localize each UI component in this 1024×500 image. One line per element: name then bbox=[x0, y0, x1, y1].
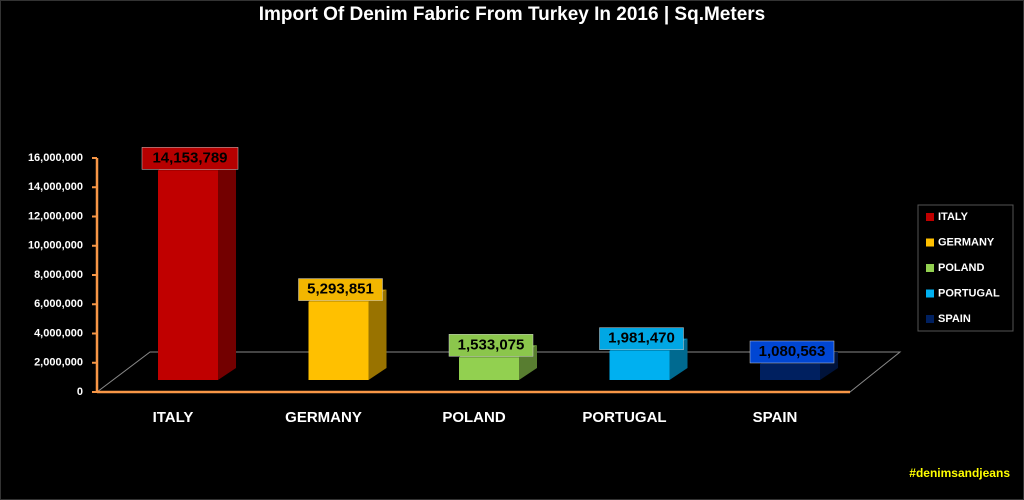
bar-side bbox=[218, 158, 236, 380]
value-label: 14,153,789 bbox=[152, 149, 227, 166]
value-label: 1,080,563 bbox=[759, 343, 826, 360]
y-tick-label: 14,000,000 bbox=[28, 181, 83, 193]
bar bbox=[760, 363, 820, 380]
legend-label: GERMANY bbox=[938, 236, 995, 248]
y-tick-label: 2,000,000 bbox=[34, 357, 83, 369]
legend-label: PORTUGAL bbox=[938, 287, 1000, 299]
legend-label: ITALY bbox=[938, 211, 969, 223]
y-tick-label: 8,000,000 bbox=[34, 269, 83, 281]
bar-side bbox=[368, 289, 387, 380]
value-label-box bbox=[298, 278, 383, 301]
legend-swatch bbox=[926, 315, 934, 323]
value-label: 5,293,851 bbox=[307, 281, 374, 298]
legend-label: POLAND bbox=[938, 262, 985, 274]
y-tick-label: 12,000,000 bbox=[28, 210, 83, 222]
y-tick-label: 4,000,000 bbox=[34, 327, 83, 339]
bar bbox=[459, 357, 519, 380]
legend-swatch bbox=[926, 213, 934, 221]
y-tick-label: 0 bbox=[77, 386, 83, 398]
value-label: 1,533,075 bbox=[458, 336, 525, 353]
x-tick-label: ITALY bbox=[153, 409, 194, 426]
value-label-box bbox=[749, 340, 835, 364]
x-tick-label: GERMANY bbox=[285, 409, 362, 426]
x-tick-label: SPAIN bbox=[753, 409, 798, 426]
value-label-box bbox=[599, 327, 684, 350]
bar bbox=[609, 350, 670, 380]
legend-swatch bbox=[926, 264, 934, 272]
value-label: 1,981,470 bbox=[608, 330, 675, 347]
watermark: #denimsandjeans bbox=[909, 466, 1010, 480]
y-tick-label: 16,000,000 bbox=[28, 152, 83, 164]
bar bbox=[308, 301, 369, 380]
x-tick-label: POLAND bbox=[442, 409, 506, 426]
legend-swatch bbox=[926, 289, 934, 298]
legend-swatch bbox=[926, 238, 934, 247]
y-tick-label: 10,000,000 bbox=[28, 240, 83, 252]
value-label-box bbox=[448, 334, 534, 357]
y-tick-label: 6,000,000 bbox=[34, 298, 83, 310]
bar bbox=[158, 170, 218, 380]
x-tick-label: PORTUGAL bbox=[582, 409, 666, 426]
value-label-box bbox=[141, 147, 239, 170]
chart-title: Import Of Denim Fabric From Turkey In 20… bbox=[259, 4, 765, 25]
legend-label: SPAIN bbox=[938, 313, 971, 325]
